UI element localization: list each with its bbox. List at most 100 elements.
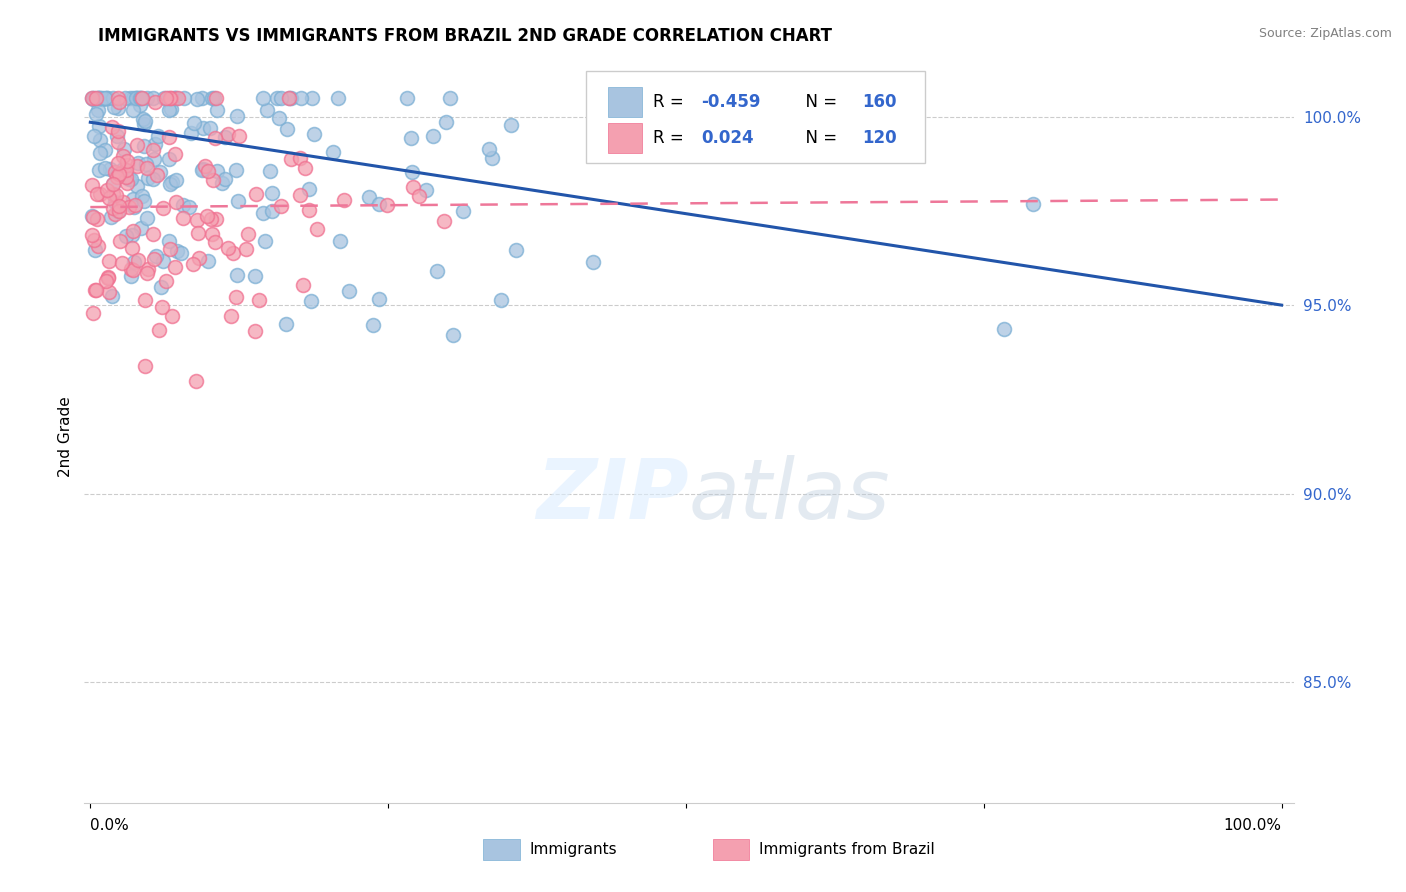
Point xyxy=(422,129,444,144)
Point xyxy=(367,197,389,211)
Point xyxy=(280,91,302,105)
Point xyxy=(266,91,288,105)
Point xyxy=(114,91,136,105)
Point xyxy=(157,152,180,166)
Point xyxy=(408,189,430,203)
FancyBboxPatch shape xyxy=(586,71,925,163)
Point xyxy=(180,126,202,140)
Point xyxy=(226,194,249,208)
Point xyxy=(160,102,183,116)
Point xyxy=(163,91,186,105)
Point xyxy=(142,227,165,241)
Point xyxy=(87,162,110,177)
Point xyxy=(93,92,115,106)
Point xyxy=(94,143,117,157)
Point xyxy=(118,91,141,105)
Point xyxy=(98,162,121,177)
Point xyxy=(96,183,118,197)
Point xyxy=(132,117,155,131)
Point xyxy=(211,176,233,190)
Point xyxy=(194,159,217,173)
Point xyxy=(87,91,110,105)
Point xyxy=(401,165,423,179)
Point xyxy=(80,91,103,105)
Point xyxy=(101,177,124,191)
Point xyxy=(157,91,180,105)
Point xyxy=(181,257,204,271)
Text: 160: 160 xyxy=(862,93,897,112)
Point xyxy=(100,210,122,224)
Point xyxy=(278,91,301,105)
Point xyxy=(166,244,188,259)
Point xyxy=(326,91,349,105)
Point xyxy=(127,252,149,267)
Text: ZIP: ZIP xyxy=(536,455,689,536)
Point xyxy=(97,190,120,204)
Point xyxy=(89,91,111,105)
Point xyxy=(105,129,128,144)
Text: 0.024: 0.024 xyxy=(702,129,754,147)
Point xyxy=(127,179,149,194)
Point xyxy=(136,170,159,185)
Point xyxy=(166,91,188,105)
Point xyxy=(155,91,177,105)
Point xyxy=(298,202,321,217)
Point xyxy=(193,121,215,136)
Point xyxy=(451,204,474,219)
Point xyxy=(96,91,118,105)
Point xyxy=(361,318,384,332)
Point xyxy=(134,293,156,307)
Point xyxy=(191,163,214,178)
Point xyxy=(105,170,128,185)
Point xyxy=(207,164,229,178)
Point xyxy=(136,261,159,276)
Bar xyxy=(484,839,520,860)
Point xyxy=(96,91,118,105)
Point xyxy=(205,211,228,226)
Text: N =: N = xyxy=(796,129,842,147)
Point xyxy=(89,187,111,202)
Point xyxy=(87,119,110,133)
Point xyxy=(107,91,129,105)
Bar xyxy=(713,839,749,860)
Point xyxy=(107,204,129,219)
Point xyxy=(80,227,103,242)
Point xyxy=(256,103,278,118)
Point xyxy=(304,127,326,141)
Point xyxy=(235,243,257,257)
Text: atlas: atlas xyxy=(689,455,890,536)
Point xyxy=(125,91,148,105)
Point xyxy=(288,188,311,202)
Point xyxy=(163,260,186,274)
Point xyxy=(107,124,129,138)
Point xyxy=(322,145,344,160)
Point xyxy=(201,227,224,241)
Point xyxy=(94,274,117,288)
Point xyxy=(131,91,153,105)
Point xyxy=(434,115,457,129)
Point xyxy=(87,239,110,253)
Point xyxy=(142,172,165,186)
Point xyxy=(120,262,142,277)
Point xyxy=(103,186,125,201)
Text: Source: ZipAtlas.com: Source: ZipAtlas.com xyxy=(1258,27,1392,40)
Point xyxy=(80,209,103,223)
Point xyxy=(105,188,128,202)
Point xyxy=(274,318,297,332)
Point xyxy=(115,169,138,184)
Point xyxy=(103,202,125,216)
Point xyxy=(150,279,173,293)
Point xyxy=(86,91,108,105)
Point xyxy=(150,301,173,315)
Point xyxy=(200,212,222,227)
Point xyxy=(225,163,247,178)
Text: IMMIGRANTS VS IMMIGRANTS FROM BRAZIL 2ND GRADE CORRELATION CHART: IMMIGRANTS VS IMMIGRANTS FROM BRAZIL 2ND… xyxy=(98,27,832,45)
Point xyxy=(191,161,214,176)
Point xyxy=(270,91,292,105)
Point xyxy=(187,251,209,265)
Point xyxy=(91,91,114,105)
Point xyxy=(122,200,145,214)
Point xyxy=(219,309,242,323)
Text: 120: 120 xyxy=(862,129,897,147)
Point xyxy=(290,91,312,105)
